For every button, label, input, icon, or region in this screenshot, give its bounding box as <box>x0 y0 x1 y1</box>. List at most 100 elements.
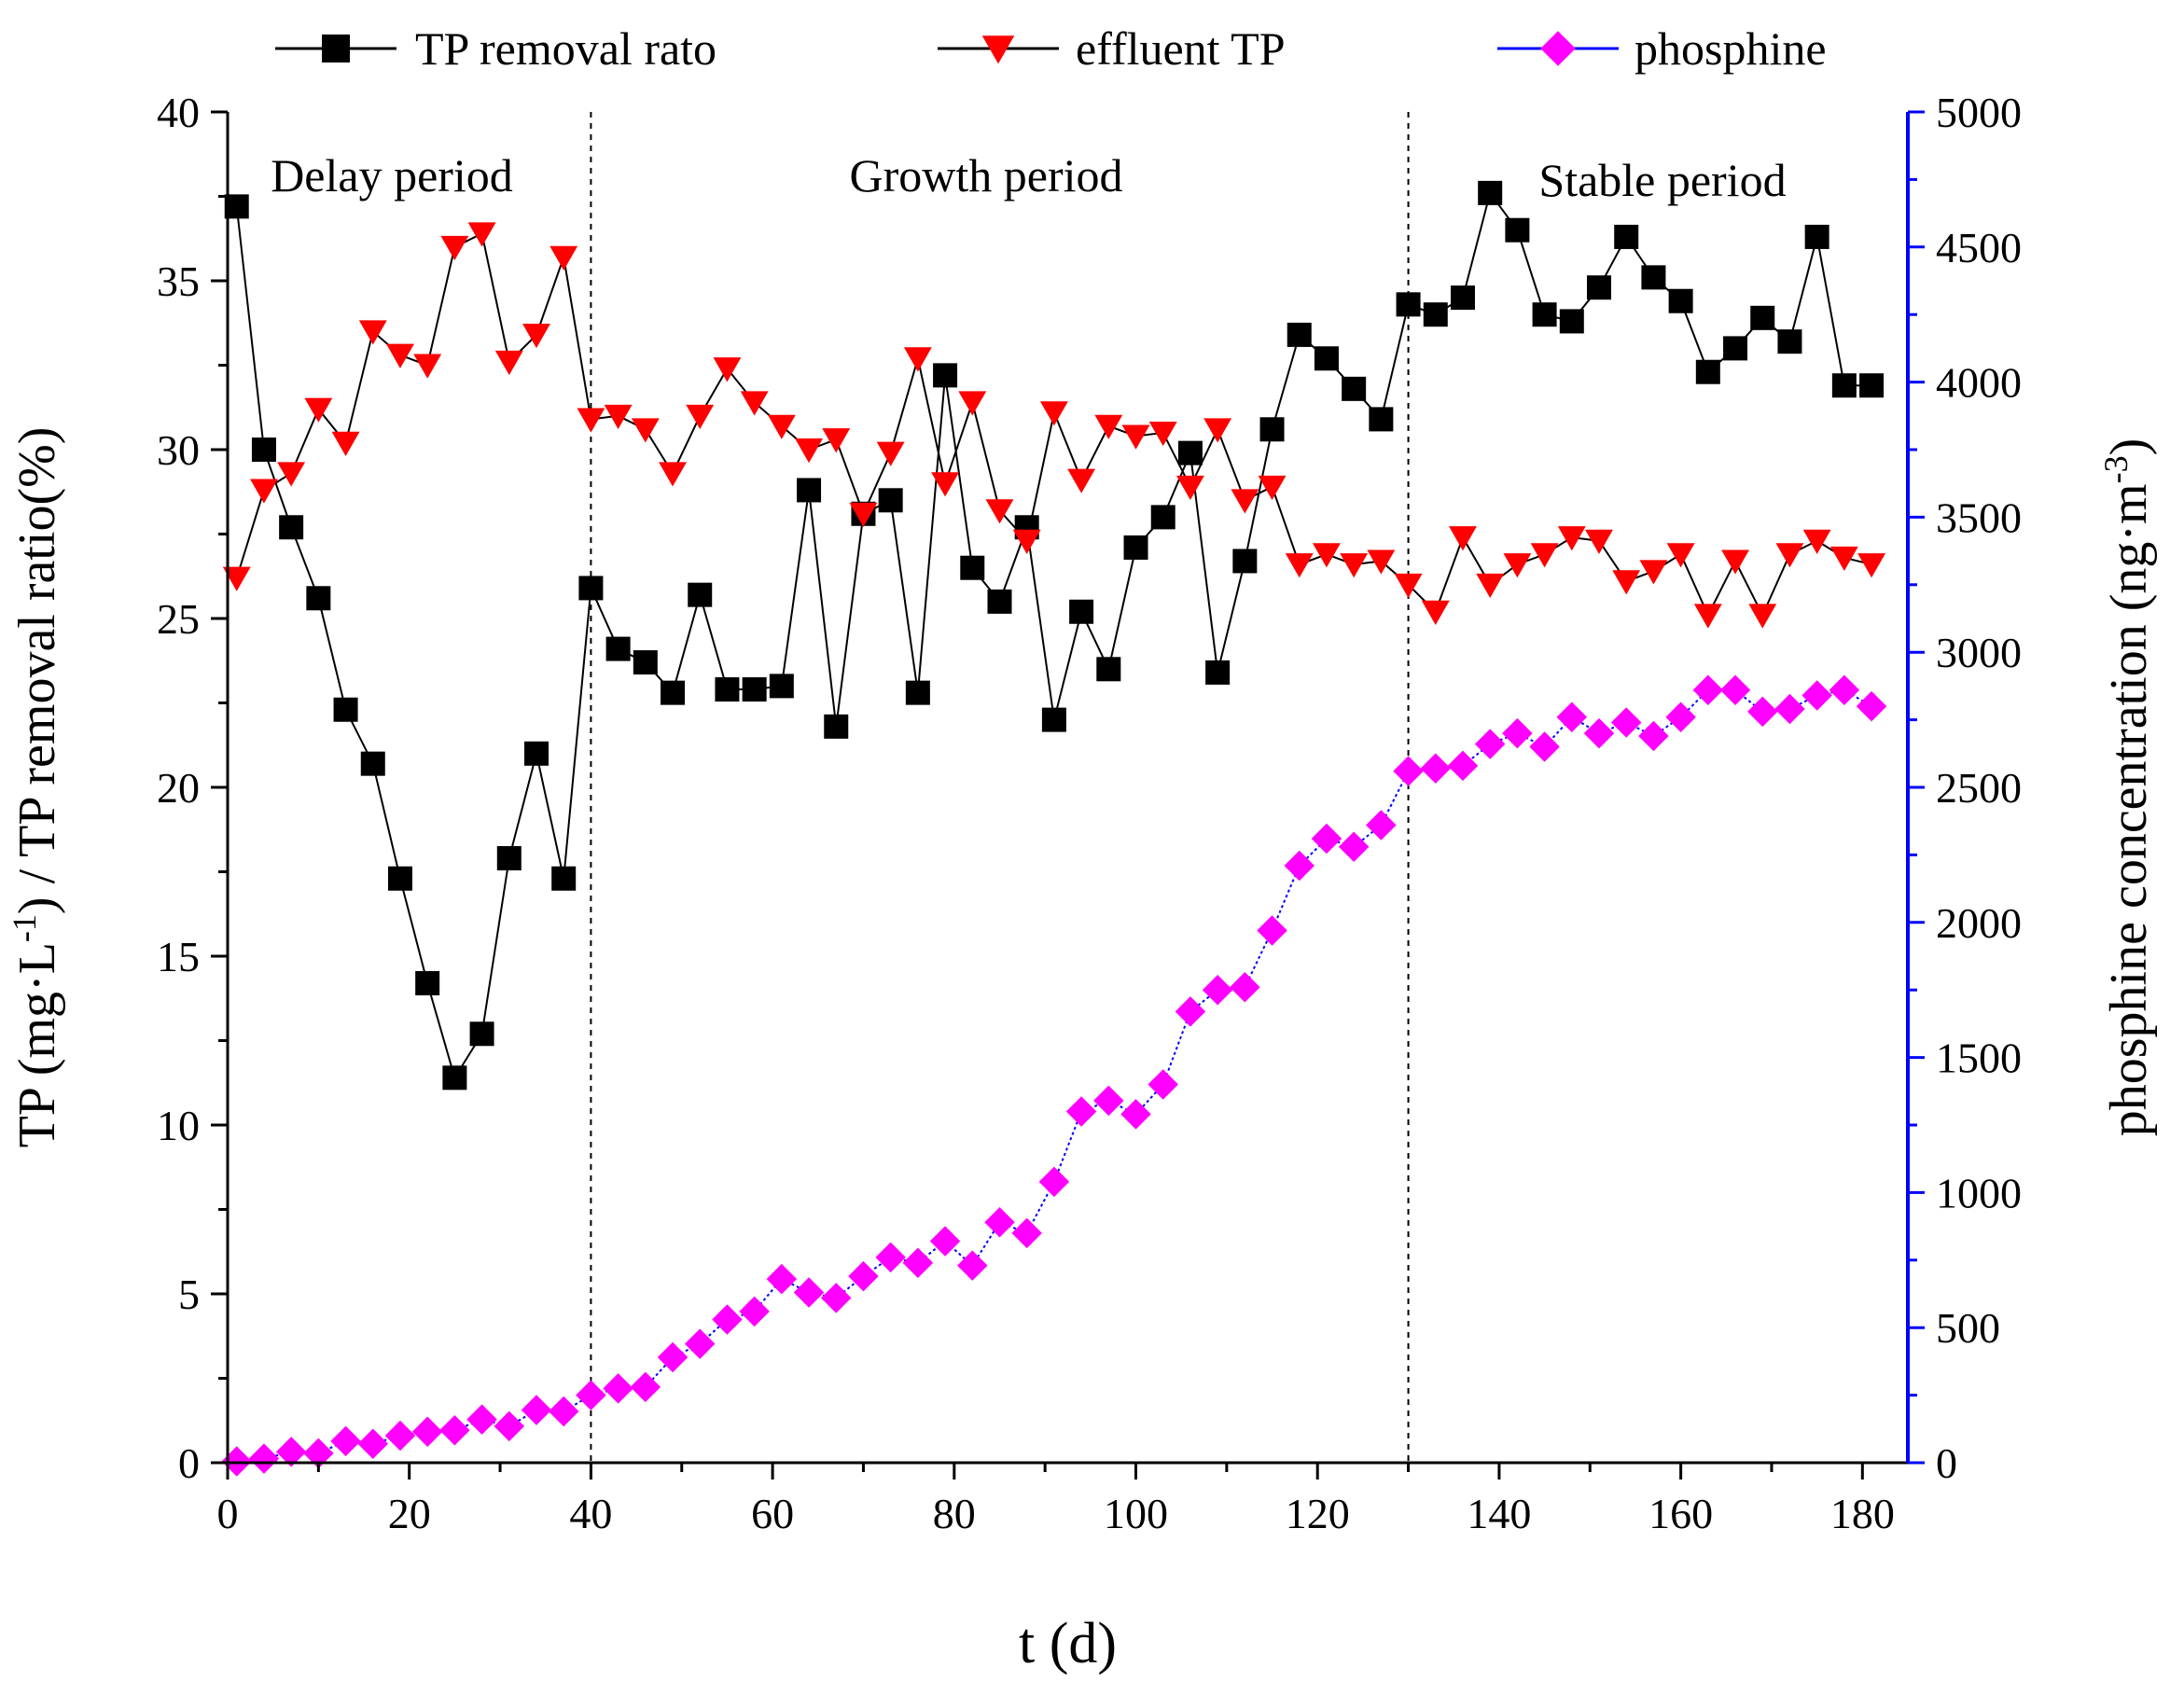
data-point <box>1093 1085 1124 1117</box>
data-point <box>442 1065 467 1091</box>
data-point <box>822 428 851 453</box>
data-point <box>1801 680 1832 711</box>
data-point <box>631 418 660 443</box>
data-point <box>1423 302 1448 327</box>
legend-item: effluent TP <box>938 22 1286 75</box>
data-point <box>306 586 331 611</box>
data-point <box>795 438 823 464</box>
data-point <box>1695 359 1720 384</box>
data-point <box>958 391 987 416</box>
data-point <box>933 363 958 388</box>
data-point <box>824 714 849 739</box>
data-point <box>1614 224 1639 249</box>
data-point <box>902 1247 934 1278</box>
data-point <box>1583 717 1615 749</box>
data-point <box>686 404 715 430</box>
data-point <box>684 1328 716 1359</box>
data-point <box>1723 336 1748 361</box>
series-phosphine <box>221 674 1887 1477</box>
data-point <box>1585 529 1613 554</box>
data-point <box>387 866 412 891</box>
data-point <box>797 478 822 503</box>
data-point <box>248 1443 280 1474</box>
data-point <box>1777 329 1802 354</box>
x-tick-label: 180 <box>1830 1490 1895 1537</box>
data-point <box>1721 549 1749 575</box>
series-tp-removal-rato <box>224 180 1885 1091</box>
data-point <box>1420 753 1452 784</box>
x-tick-label: 140 <box>1467 1490 1531 1537</box>
data-point <box>1775 543 1804 568</box>
data-point <box>522 323 550 349</box>
data-point <box>1665 702 1696 732</box>
period-label: Growth period <box>850 149 1123 201</box>
data-point <box>848 1260 879 1292</box>
data-point <box>1774 693 1805 725</box>
y-left-tick-label: 35 <box>157 257 200 305</box>
y-left-tick-label: 30 <box>157 426 200 474</box>
data-point <box>303 1438 334 1469</box>
legend-label: effluent TP <box>1076 22 1286 75</box>
data-point <box>496 846 522 871</box>
data-point <box>1202 974 1233 1006</box>
y-axis-left-title-part: TP (mg·L <box>8 942 66 1147</box>
legend-label: phosphine <box>1635 22 1827 75</box>
data-point <box>1096 657 1121 682</box>
axes: 0 20 40 60 80 100 120 140 160 180 0 5 10 15 20 25 30 35 40… <box>6 89 2158 1675</box>
data-point <box>715 677 740 702</box>
data-point <box>1259 417 1285 442</box>
data-point <box>1559 309 1584 334</box>
data-point <box>331 431 360 456</box>
data-point <box>1692 674 1724 705</box>
data-point <box>849 502 878 527</box>
data-point <box>1476 573 1505 599</box>
x-axis-title: t (d) <box>1019 1612 1117 1675</box>
data-point <box>1094 414 1123 439</box>
x-tick-label: 80 <box>933 1490 976 1537</box>
data-point <box>1857 553 1886 578</box>
y-right-tick-label: 2500 <box>1936 764 2022 812</box>
data-point <box>1342 376 1367 401</box>
data-point <box>742 677 767 702</box>
data-point <box>688 582 713 607</box>
data-point <box>659 462 687 487</box>
data-point <box>1285 553 1314 578</box>
data-point <box>358 320 387 345</box>
data-point <box>548 1396 579 1427</box>
data-point <box>576 1380 606 1410</box>
data-point <box>1449 526 1477 551</box>
data-point <box>466 1404 497 1435</box>
y-left-tick-label: 0 <box>178 1439 200 1487</box>
data-point <box>1668 288 1693 313</box>
data-point <box>1394 573 1423 599</box>
data-point <box>440 235 469 261</box>
data-point <box>1203 418 1232 443</box>
data-point <box>1421 600 1450 625</box>
data-point <box>1529 731 1560 762</box>
data-point <box>661 680 686 705</box>
data-point <box>1505 217 1530 243</box>
x-tick-label: 120 <box>1286 1490 1350 1537</box>
x-tick-label: 40 <box>569 1490 612 1537</box>
data-point <box>469 1021 494 1047</box>
data-point <box>1231 489 1259 514</box>
data-point <box>1038 1166 1070 1198</box>
data-point <box>984 1207 1015 1238</box>
data-point <box>960 555 985 580</box>
data-point <box>1556 702 1588 732</box>
data-point <box>1393 756 1424 786</box>
data-point <box>1314 346 1339 371</box>
data-point <box>1123 535 1148 560</box>
data-point <box>957 1250 988 1281</box>
data-point <box>740 391 769 416</box>
data-point <box>1666 543 1695 568</box>
data-point <box>905 680 930 705</box>
data-point <box>931 472 960 497</box>
data-point <box>551 866 577 891</box>
data-point <box>1175 475 1204 501</box>
data-point <box>1502 717 1533 749</box>
y-right-tick-label: 500 <box>1936 1304 2000 1352</box>
period-dividers <box>590 112 1410 1463</box>
data-point <box>1012 529 1041 554</box>
data-point <box>604 404 633 430</box>
